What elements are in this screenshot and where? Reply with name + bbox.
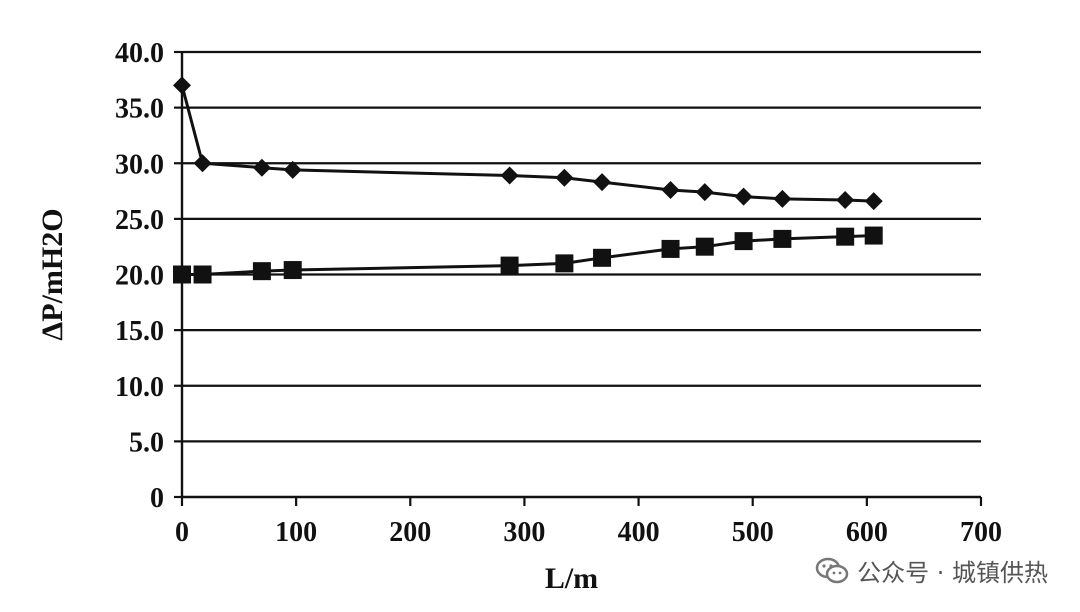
wechat-icon <box>815 557 849 583</box>
y-axis-title: ΔP/mH2O <box>36 208 69 340</box>
data-point <box>661 239 680 258</box>
data-point <box>661 180 680 199</box>
x-tick-label: 100 <box>275 517 317 548</box>
data-point <box>555 254 574 273</box>
data-point <box>193 154 212 173</box>
data-point <box>695 183 714 202</box>
watermark: 公众号 · 城镇供热 <box>815 553 1048 588</box>
data-point <box>173 265 191 284</box>
x-tick-label: 500 <box>732 517 774 548</box>
x-tick-label: 0 <box>175 517 189 548</box>
grid-lines <box>182 50 981 443</box>
x-tick-label: 400 <box>618 517 660 548</box>
y-tick-labels: 0 5.0 10.0 15.0 20.0 25.0 30.0 35.0 40.0 <box>115 38 164 514</box>
data-point <box>734 232 753 251</box>
y-tick-label: 15.0 <box>115 316 164 347</box>
series-line <box>180 84 874 203</box>
data-point <box>593 173 612 192</box>
y-tick-label: 25.0 <box>115 205 164 236</box>
data-point <box>836 190 855 209</box>
data-point <box>734 187 753 206</box>
data-point <box>283 160 302 179</box>
y-tick-label: 30.0 <box>115 149 164 180</box>
data-point <box>836 227 855 246</box>
x-tick-label: 600 <box>846 517 888 548</box>
data-point <box>500 256 519 275</box>
data-point <box>864 226 883 245</box>
data-point <box>773 229 792 248</box>
data-point <box>193 265 212 284</box>
data-point <box>283 261 302 280</box>
y-tick-label: 5.0 <box>129 427 164 458</box>
data-point <box>864 192 883 211</box>
y-tick-label: 10.0 <box>115 372 164 403</box>
y-tick-label: 35.0 <box>115 94 164 125</box>
x-tick-label: 300 <box>503 517 545 548</box>
data-point <box>500 166 519 185</box>
x-tick-label: 200 <box>389 517 431 548</box>
series-diamond <box>173 76 883 211</box>
series-square <box>173 226 883 284</box>
y-tick-label: 0 <box>150 483 164 514</box>
data-point <box>555 168 574 187</box>
data-point <box>593 248 612 267</box>
y-tick-label: 20.0 <box>115 261 164 292</box>
x-axis-title: L/m <box>545 562 598 595</box>
series-layer <box>173 76 883 284</box>
watermark-text: 公众号 · 城镇供热 <box>857 559 1048 587</box>
data-point <box>252 262 271 281</box>
data-point <box>695 237 714 256</box>
data-point <box>173 76 191 95</box>
data-point <box>252 158 271 177</box>
x-tick-label: 700 <box>960 517 1002 548</box>
data-point <box>773 189 792 208</box>
x-tick-labels: 0 100 200 300 400 500 600 700 <box>175 517 1002 548</box>
y-tick-label: 40.0 <box>115 38 164 69</box>
